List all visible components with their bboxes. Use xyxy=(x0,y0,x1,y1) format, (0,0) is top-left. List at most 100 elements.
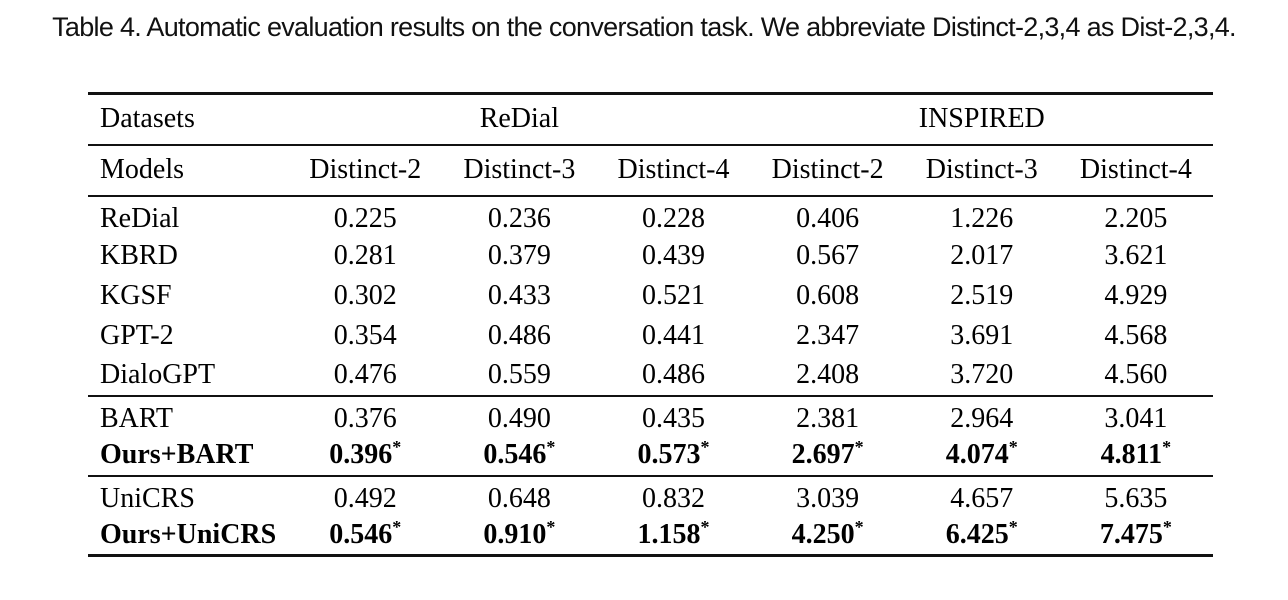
value-cell: 0.302 xyxy=(333,279,397,311)
significance-star: * xyxy=(700,516,710,537)
value-cell: 0.567 xyxy=(796,239,860,271)
table-row-redial: ReDial 0.225 0.236 0.228 0.406 1.226 2.2… xyxy=(88,196,1213,236)
model-cell: KBRD xyxy=(100,239,178,271)
value-cell: 2.017 xyxy=(950,239,1014,271)
value-cell: 0.546* xyxy=(442,436,596,476)
model-cell: ReDial xyxy=(100,202,180,234)
value-cell: 2.408 xyxy=(796,359,860,390)
model-cell: Ours+UniCRS xyxy=(100,518,277,550)
dataset-group-redial: ReDial xyxy=(479,103,560,135)
value-cell: 2.519 xyxy=(950,279,1014,311)
significance-star: * xyxy=(1008,516,1018,537)
value-cell: 4.250* xyxy=(751,516,905,556)
value: 6.425 xyxy=(945,518,1009,550)
metric-header: Distinct-3 xyxy=(925,154,1038,185)
models-header-label: Models xyxy=(100,154,184,185)
significance-star: * xyxy=(1162,437,1172,457)
value-cell: 3.691 xyxy=(950,319,1014,351)
value-cell: 0.281 xyxy=(333,239,397,271)
value-cell: 0.832 xyxy=(641,482,705,514)
significance-star: * xyxy=(392,437,402,457)
table-row-gpt2: GPT-2 0.354 0.486 0.441 2.347 3.691 4.56… xyxy=(88,316,1213,356)
value-cell: 6.425* xyxy=(905,516,1059,556)
significance-star: * xyxy=(854,437,864,457)
table-row-ours-bart: Ours+BART 0.396* 0.546* 0.573* 2.697* 4.… xyxy=(88,436,1213,476)
value-cell: 0.379 xyxy=(487,239,551,271)
value-cell: 0.573* xyxy=(596,436,750,476)
metrics-header-row: Models Distinct-2 Distinct-3 Distinct-4 … xyxy=(88,145,1213,196)
table-row-unicrs: UniCRS 0.492 0.648 0.832 3.039 4.657 5.6… xyxy=(88,476,1213,516)
value: 4.074 xyxy=(945,439,1009,470)
value-cell: 3.039 xyxy=(796,482,860,514)
model-cell: DialoGPT xyxy=(100,359,216,390)
significance-star: * xyxy=(700,437,710,457)
value-cell: 0.406 xyxy=(796,202,860,234)
model-cell: KGSF xyxy=(100,279,172,311)
metric-header: Distinct-4 xyxy=(1079,154,1192,185)
value-cell: 0.559 xyxy=(487,359,551,390)
value: 2.697 xyxy=(791,439,855,470)
value-cell: 4.074* xyxy=(905,436,1059,476)
value-cell: 2.205 xyxy=(1104,202,1168,234)
dataset-group-inspired: INSPIRED xyxy=(918,103,1045,135)
metric-header: Distinct-2 xyxy=(771,154,884,185)
value: 0.396 xyxy=(329,439,393,470)
model-cell: UniCRS xyxy=(100,482,195,514)
datasets-corner-label: Datasets xyxy=(100,103,195,135)
metric-header: Distinct-3 xyxy=(463,154,576,185)
unicrs-group: UniCRS 0.492 0.648 0.832 3.039 4.657 5.6… xyxy=(88,476,1213,556)
bart-group: BART 0.376 0.490 0.435 2.381 2.964 3.041… xyxy=(88,396,1213,476)
value-cell: 0.490 xyxy=(487,402,551,434)
value: 7.475 xyxy=(1099,518,1163,550)
value-cell: 0.910* xyxy=(442,516,596,556)
value-cell: 0.439 xyxy=(641,239,705,271)
value-cell: 3.621 xyxy=(1104,239,1168,271)
value-cell: 4.560 xyxy=(1104,359,1168,390)
significance-star: * xyxy=(546,516,556,537)
value-cell: 4.929 xyxy=(1104,279,1168,311)
table-row-bart: BART 0.376 0.490 0.435 2.381 2.964 3.041 xyxy=(88,396,1213,436)
value-cell: 0.433 xyxy=(487,279,551,311)
value: 4.811 xyxy=(1100,439,1163,470)
table-caption: Table 4. Automatic evaluation results on… xyxy=(52,12,1236,42)
results-table: Datasets ReDial INSPIRED Models Distinct… xyxy=(88,92,1213,557)
value-cell: 1.226 xyxy=(950,202,1014,234)
table-row-kgsf: KGSF 0.302 0.433 0.521 0.608 2.519 4.929 xyxy=(88,276,1213,316)
value: 0.546 xyxy=(483,439,547,470)
value-cell: 3.720 xyxy=(950,359,1014,390)
datasets-header-row: Datasets ReDial INSPIRED xyxy=(88,94,1213,145)
value-cell: 1.158* xyxy=(596,516,750,556)
value-cell: 4.568 xyxy=(1104,319,1168,351)
value-cell: 0.435 xyxy=(641,402,705,434)
value-cell: 2.964 xyxy=(950,402,1014,434)
metric-header: Distinct-2 xyxy=(309,154,422,185)
value: 4.250 xyxy=(791,518,855,550)
value-cell: 0.486 xyxy=(487,319,551,351)
value-cell: 4.811* xyxy=(1059,436,1213,476)
value-cell: 0.396* xyxy=(288,436,442,476)
model-cell: Ours+BART xyxy=(100,439,254,470)
value-cell: 7.475* xyxy=(1059,516,1213,556)
model-cell: GPT-2 xyxy=(100,319,174,351)
model-cell: BART xyxy=(100,402,173,434)
value-cell: 2.381 xyxy=(796,402,860,434)
value-cell: 0.236 xyxy=(487,202,551,234)
significance-star: * xyxy=(1008,437,1018,457)
value: 0.910 xyxy=(483,518,547,550)
value-cell: 0.376 xyxy=(333,402,397,434)
value-cell: 3.041 xyxy=(1104,402,1168,434)
value-cell: 0.486 xyxy=(641,359,705,390)
value-cell: 0.354 xyxy=(333,319,397,351)
value-cell: 0.648 xyxy=(487,482,551,514)
metric-header: Distinct-4 xyxy=(617,154,730,185)
value-cell: 0.608 xyxy=(796,279,860,311)
table-row-ours-unicrs: Ours+UniCRS 0.546* 0.910* 1.158* 4.250* … xyxy=(88,516,1213,556)
baselines-group: ReDial 0.225 0.236 0.228 0.406 1.226 2.2… xyxy=(88,196,1213,396)
value-cell: 0.521 xyxy=(641,279,705,311)
significance-star: * xyxy=(392,516,402,537)
value-cell: 0.225 xyxy=(333,202,397,234)
value-cell: 2.697* xyxy=(751,436,905,476)
value-cell: 0.476 xyxy=(333,359,397,390)
significance-star: * xyxy=(854,516,864,537)
value: 0.573 xyxy=(637,439,701,470)
